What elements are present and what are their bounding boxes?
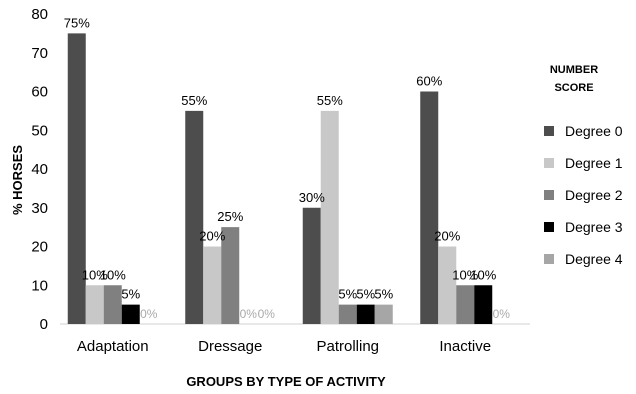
legend-label: Degree 2 xyxy=(565,187,623,203)
legend-swatch xyxy=(544,222,554,232)
bar-inactive-degree-0 xyxy=(420,91,439,324)
bar-patrolling-degree-2 xyxy=(338,304,357,324)
y-tick-label: 0 xyxy=(40,316,48,333)
legend-swatch xyxy=(544,126,554,136)
data-label: 25% xyxy=(217,209,243,224)
data-label: 30% xyxy=(299,190,325,205)
y-tick-label: 50 xyxy=(31,122,48,139)
data-label: 60% xyxy=(416,74,442,89)
data-label: 55% xyxy=(181,93,207,108)
bar-patrolling-degree-3 xyxy=(356,304,375,324)
data-label: 5% xyxy=(121,287,140,302)
bar-dressage-degree-1 xyxy=(203,246,222,324)
y-tick-label: 20 xyxy=(31,239,48,256)
y-tick-label: 30 xyxy=(31,200,48,217)
legend-swatch xyxy=(544,158,554,168)
category-label: Adaptation xyxy=(77,338,149,355)
bars xyxy=(67,33,493,324)
bar-dressage-degree-0 xyxy=(185,110,204,324)
data-label: 20% xyxy=(434,229,460,244)
legend-title-line-2: SCORE xyxy=(554,82,593,94)
data-label: 5% xyxy=(356,287,375,302)
y-tick-label: 80 xyxy=(31,6,48,23)
data-label: 10% xyxy=(100,267,126,282)
data-label: 10% xyxy=(452,267,478,282)
category-label: Patrolling xyxy=(316,338,379,355)
x-axis-title: GROUPS BY TYPE OF ACTIVITY xyxy=(186,374,386,389)
y-tick-label: 60 xyxy=(31,84,48,101)
data-labels: 75%10%10%5%0%55%20%25%0% 0%30%55%5% 5% 5%60… xyxy=(64,15,511,321)
bar-patrolling-degree-1 xyxy=(320,110,339,324)
bar-patrolling-degree-0 xyxy=(302,207,321,324)
bar-inactive-degree-3 xyxy=(474,285,493,324)
bar-inactive-degree-2 xyxy=(456,285,475,324)
y-tick-label: 40 xyxy=(31,161,48,178)
y-axis-ticks: 0 10 20 30 40 50 60 70 80 xyxy=(31,6,48,333)
data-label: 5% xyxy=(338,287,357,302)
data-label: 20% xyxy=(199,229,225,244)
bar-adaptation-degree-1 xyxy=(85,285,104,324)
data-label: 10% xyxy=(470,267,496,282)
bar-inactive-degree-1 xyxy=(438,246,457,324)
bar-patrolling-degree-4 xyxy=(374,304,393,324)
legend-label: Degree 1 xyxy=(565,155,623,171)
legend-label: Degree 3 xyxy=(565,219,623,235)
y-tick-label: 70 xyxy=(31,45,48,62)
legend-swatch xyxy=(544,190,554,200)
data-label: 0% xyxy=(240,307,258,321)
y-tick-label: 10 xyxy=(31,277,48,294)
bar-adaptation-degree-0 xyxy=(67,33,86,324)
data-label: 0% xyxy=(140,307,158,321)
bar-adaptation-degree-3 xyxy=(121,304,140,324)
data-label: 10% xyxy=(82,267,108,282)
data-label: 0% xyxy=(258,307,276,321)
data-label: 5% xyxy=(374,287,393,302)
legend-swatch xyxy=(544,254,554,264)
data-label: 0% xyxy=(493,307,511,321)
bar-adaptation-degree-2 xyxy=(103,285,122,324)
legend-title-line-1: NUMBER xyxy=(550,64,598,76)
legend: NUMBER SCORE Degree 0 Degree 1 Degree 2 Deg… xyxy=(544,64,623,267)
data-label: 55% xyxy=(317,93,343,108)
category-labels: Adaptation Dressage Patrolling Inactive xyxy=(77,338,491,355)
category-label: Dressage xyxy=(198,338,262,355)
bar-dressage-degree-2 xyxy=(221,227,240,324)
category-label: Inactive xyxy=(439,338,491,355)
y-axis-title: % HORSES xyxy=(10,145,25,215)
legend-label: Degree 4 xyxy=(565,251,623,267)
legend-label: Degree 0 xyxy=(565,123,623,139)
data-label: 75% xyxy=(64,15,90,30)
